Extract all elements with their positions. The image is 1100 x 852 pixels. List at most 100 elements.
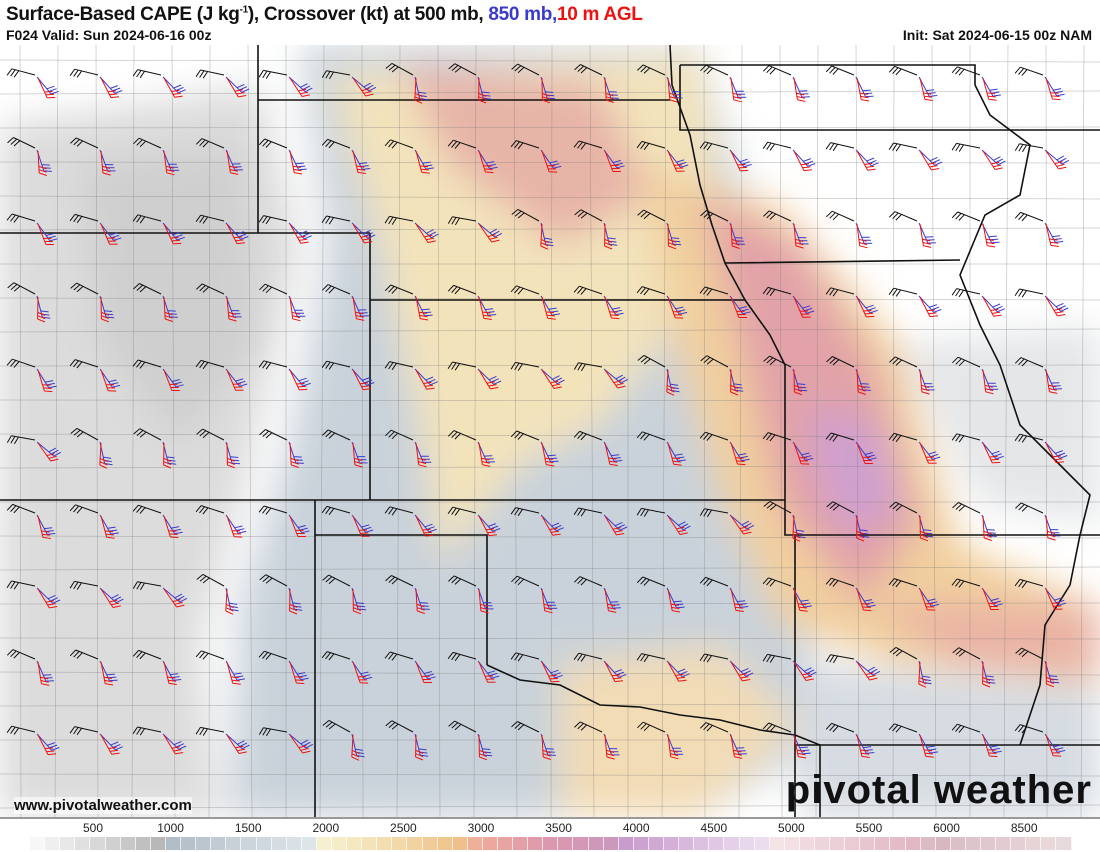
wind-barb bbox=[415, 515, 434, 537]
wind-barb bbox=[792, 368, 808, 392]
wind-barb bbox=[352, 223, 373, 244]
wind-barb bbox=[352, 77, 374, 97]
wind-barb bbox=[478, 223, 500, 243]
wind-barb bbox=[636, 140, 666, 151]
wind-barb bbox=[1045, 296, 1066, 317]
wind-barb bbox=[574, 64, 603, 76]
wind-barb bbox=[762, 653, 792, 663]
wind-barb bbox=[384, 361, 414, 371]
wind-barb bbox=[1014, 211, 1044, 222]
wind-barb bbox=[826, 356, 855, 368]
wind-barb bbox=[541, 150, 558, 173]
wind-barb bbox=[919, 223, 932, 248]
wind-barb bbox=[1014, 433, 1044, 443]
colorbar-cell bbox=[965, 837, 981, 850]
wind-barb bbox=[289, 150, 303, 175]
wind-barb bbox=[856, 296, 875, 318]
wind-barb bbox=[666, 222, 682, 246]
wind-barb bbox=[100, 515, 115, 539]
colorbar-label: 5000 bbox=[778, 821, 805, 835]
wind-barb bbox=[604, 661, 624, 683]
wind-barb bbox=[730, 442, 746, 466]
wind-barb bbox=[667, 150, 685, 172]
wind-barb bbox=[510, 507, 540, 517]
wind-barb bbox=[195, 359, 225, 370]
wind-barb bbox=[477, 222, 503, 238]
wind-barb bbox=[667, 296, 684, 319]
wind-barb bbox=[384, 651, 414, 661]
wind-barb bbox=[729, 441, 750, 462]
wind-barb bbox=[762, 141, 792, 151]
wind-barb bbox=[163, 442, 172, 469]
wind-barb bbox=[414, 587, 430, 610]
wind-barb bbox=[258, 727, 288, 737]
wind-barb bbox=[162, 295, 178, 318]
wind-barb bbox=[6, 503, 36, 514]
wind-barb bbox=[163, 588, 185, 608]
wind-barb bbox=[415, 369, 435, 390]
wind-barb bbox=[573, 140, 603, 150]
wind-barb bbox=[792, 587, 812, 608]
wind-barb bbox=[603, 587, 621, 609]
wind-barb bbox=[133, 137, 162, 149]
state-borders bbox=[0, 45, 1100, 817]
wind-barb bbox=[1045, 515, 1056, 541]
wind-barb bbox=[99, 587, 124, 604]
wind-barb bbox=[132, 69, 162, 79]
pivotal-weather-logo: pivotal weather bbox=[785, 768, 1092, 812]
colorbar-cell bbox=[513, 837, 529, 850]
wind-barb bbox=[729, 660, 754, 677]
wind-barb bbox=[37, 369, 53, 393]
wind-barb bbox=[321, 284, 351, 295]
wind-barb bbox=[792, 76, 810, 98]
wind-barb bbox=[792, 149, 816, 167]
wind-barb bbox=[540, 660, 563, 679]
colorbar-cell bbox=[558, 837, 574, 850]
wind-barb bbox=[603, 441, 623, 462]
wind-barb bbox=[162, 76, 186, 94]
wind-barb bbox=[259, 574, 288, 587]
wind-barb bbox=[351, 76, 377, 92]
colorbar-cell bbox=[724, 837, 740, 850]
wind-barb bbox=[36, 733, 60, 751]
wind-barb bbox=[37, 223, 54, 245]
wind-barb bbox=[636, 286, 666, 296]
wind-barb bbox=[666, 441, 686, 462]
wind-barb bbox=[36, 368, 57, 389]
wind-barb bbox=[100, 588, 121, 608]
wind-barb bbox=[225, 441, 241, 465]
wind-barb bbox=[1045, 150, 1067, 170]
wind-barb bbox=[951, 142, 981, 152]
wind-barb bbox=[889, 501, 918, 514]
title-unit-exponent: -1 bbox=[239, 4, 249, 16]
wind-barb bbox=[510, 652, 540, 662]
wind-barb bbox=[730, 77, 742, 103]
wind-barb bbox=[1044, 441, 1068, 459]
wind-barb bbox=[162, 587, 188, 603]
wind-barb bbox=[226, 223, 246, 245]
wind-barb bbox=[793, 369, 803, 396]
wind-barb bbox=[289, 442, 299, 468]
wind-barb bbox=[7, 282, 36, 295]
colorbar-cell bbox=[482, 837, 498, 850]
wind-barb bbox=[918, 441, 941, 460]
wind-barbs bbox=[6, 62, 1070, 761]
wind-barb bbox=[603, 295, 624, 316]
wind-barb bbox=[6, 580, 36, 590]
wind-barb bbox=[351, 295, 369, 317]
wind-barb bbox=[133, 283, 162, 295]
wind-barb bbox=[699, 722, 729, 733]
colorbar: 500 1000 1500 2000 2500 3000 3500 4000 4500 5000 5… bbox=[0, 817, 1100, 852]
wind-barb bbox=[351, 660, 373, 680]
wind-barb bbox=[258, 650, 288, 660]
wind-barb bbox=[258, 360, 288, 370]
website-url[interactable]: www.pivotalweather.com bbox=[14, 797, 192, 814]
colorbar-cell bbox=[739, 837, 755, 850]
wind-barb bbox=[352, 661, 369, 684]
wind-barb bbox=[919, 77, 933, 101]
wind-barb bbox=[132, 649, 162, 660]
title-850mb: 850 mb, bbox=[488, 4, 558, 25]
wind-barb bbox=[288, 295, 306, 317]
colorbar-cell bbox=[301, 837, 317, 850]
wind-barb bbox=[919, 588, 936, 611]
